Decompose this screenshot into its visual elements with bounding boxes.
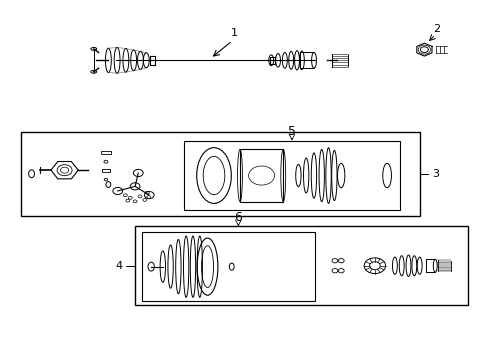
Text: 4: 4 bbox=[116, 261, 122, 271]
Bar bbox=[101, 151, 110, 154]
Bar bbox=[102, 169, 110, 172]
Bar bbox=[21, 132, 419, 216]
Text: 2: 2 bbox=[432, 23, 439, 33]
Text: 5: 5 bbox=[287, 125, 295, 138]
Bar bbox=[142, 232, 314, 301]
Bar bbox=[240, 149, 283, 202]
Bar bbox=[135, 226, 467, 305]
Bar bbox=[183, 141, 399, 210]
Text: 6: 6 bbox=[234, 211, 242, 224]
Text: 1: 1 bbox=[231, 28, 238, 38]
Text: 3: 3 bbox=[431, 169, 438, 179]
